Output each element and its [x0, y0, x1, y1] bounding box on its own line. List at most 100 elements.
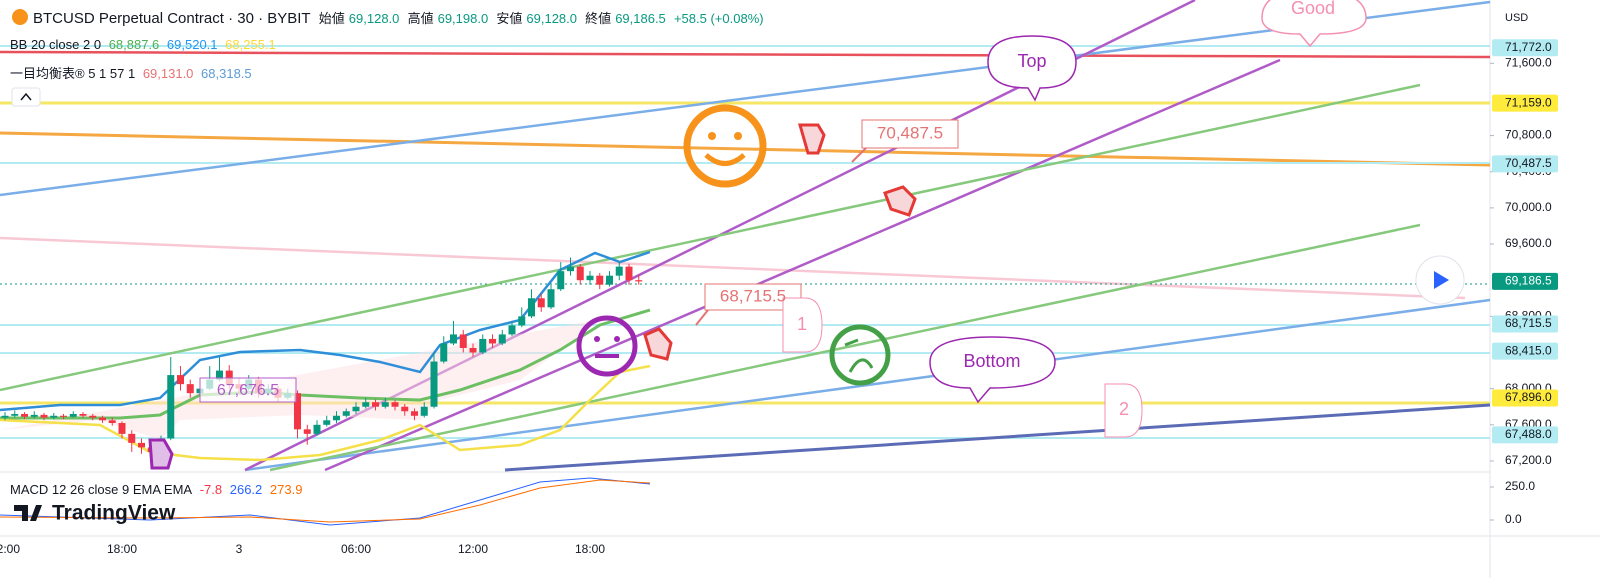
price-note-box: [861, 119, 959, 149]
candle-body: [508, 325, 516, 335]
emojis: [148, 104, 917, 470]
price-label: 71,159.0: [1505, 95, 1552, 109]
price-label: 69,186.5: [1505, 274, 1552, 288]
y-tick-label: 70,000.0: [1505, 200, 1552, 214]
candle-body: [586, 275, 594, 281]
eye: [708, 132, 716, 140]
callouts: [199, 0, 1367, 438]
horizontal-line: [0, 50, 1491, 59]
candle-body: [459, 334, 467, 348]
price-note-box: [199, 377, 297, 403]
candle-body: [167, 375, 175, 439]
candle-body: [528, 298, 535, 317]
confused-face: [829, 324, 891, 386]
indicator-value: 68,255.1: [225, 37, 276, 52]
number-badge: [1104, 383, 1143, 438]
eye: [594, 336, 600, 342]
annotation: Top: [1017, 51, 1046, 71]
face-detail: [844, 338, 874, 373]
candle-body: [381, 402, 389, 407]
indicator-value: 68,887.6: [108, 37, 160, 52]
price-label-bg: [1492, 39, 1558, 57]
candle-body: [498, 334, 506, 344]
candle-body: [420, 406, 428, 416]
candle-body: [547, 289, 555, 308]
eye: [734, 132, 742, 140]
x-tick-label: 12:00: [458, 542, 488, 556]
indicator-value: 266.2: [229, 482, 263, 497]
candle-body: [294, 393, 301, 430]
candle-body: [128, 433, 136, 443]
pointing-hand: [643, 327, 673, 361]
y-tick-label: 250.0: [1505, 479, 1535, 493]
indicator-lines: [0, 250, 651, 526]
candle-body: [372, 402, 379, 407]
candle-body: [79, 413, 87, 416]
price-label-bg: [1492, 155, 1558, 173]
candle-body: [118, 423, 126, 434]
candle-body: [30, 414, 38, 417]
price-label: 67,896.0: [1505, 390, 1552, 404]
annotation: Bottom: [963, 351, 1020, 371]
annotation-texts: Good Top Bottom 70,487.5 68,715.5 67,676…: [217, 0, 1335, 419]
coin-icon: [12, 9, 28, 25]
logo-mark: [14, 505, 42, 521]
candle-body: [469, 347, 477, 353]
candle-body: [313, 424, 321, 434]
ohlc-value: 69,128.0: [348, 11, 400, 26]
price-label-bg: [1492, 94, 1558, 112]
pointing-hand: [883, 185, 917, 217]
ohlc-value: 69,198.0: [437, 11, 489, 26]
currency-label[interactable]: USD: [1505, 12, 1528, 24]
price-label-bg: [1492, 389, 1558, 407]
ohlc-label: 終値: [585, 11, 612, 26]
annotation: 1: [797, 314, 807, 334]
eye: [614, 336, 620, 342]
y-tick-label: 71,600.0: [1505, 55, 1552, 69]
scroll-button[interactable]: [1415, 255, 1465, 305]
candle-body: [186, 384, 194, 394]
trend-line: [0, 131, 1491, 167]
candle-body: [69, 413, 77, 417]
indicator-value: 273.9: [269, 482, 303, 497]
indicator-value: 68,318.5: [201, 66, 252, 81]
price-label: 71,772.0: [1505, 40, 1552, 54]
indicator-value: 69,131.0: [142, 66, 194, 81]
indicator-name: MACD 12 26 close 9 EMA EMA: [10, 482, 193, 497]
ichimoku-legend: 一目均衡表® 5 1 57 1 69,131.0 68,318.5: [10, 63, 256, 82]
candle-body: [50, 415, 58, 418]
chevron: [20, 92, 32, 101]
trend-line: [0, 83, 1421, 392]
candle-body: [342, 411, 350, 416]
candle-body: [440, 343, 448, 362]
macd-legend: MACD 12 26 close 9 EMA EMA -7.8 266.2 27…: [10, 482, 306, 497]
candle-body: [21, 413, 28, 417]
y-tick-label: 70,800.0: [1505, 128, 1552, 142]
bb-upper: [0, 250, 651, 412]
play-icon: [1434, 271, 1449, 289]
price-label-bg: [1492, 426, 1558, 444]
number-badge: [782, 297, 823, 353]
trend-line: [244, 298, 1491, 472]
candle-body: [391, 402, 399, 407]
ohlc-value: 69,128.0: [526, 11, 577, 26]
candle-body: [11, 413, 19, 416]
annotation: Good: [1291, 0, 1335, 18]
collapse-button[interactable]: [11, 87, 41, 107]
happy-face: [683, 104, 767, 188]
candle-body: [615, 266, 623, 276]
candle-body: [489, 338, 496, 344]
symbol: BTCUSD Perpetual Contract · 30 · BYBIT: [33, 10, 311, 27]
x-tick-label: 06:00: [341, 542, 371, 556]
price-label-bg: [1492, 342, 1558, 360]
y-tick-label: 0.0: [1505, 512, 1522, 526]
candle-body: [177, 375, 184, 385]
trend-line: [269, 223, 1421, 472]
indicator-name: BB 20 close 2 0: [10, 37, 102, 52]
candle-body: [333, 415, 340, 421]
bubble: [929, 336, 1056, 404]
x-tick-label: 12:00: [0, 542, 20, 556]
macd-signal: [0, 479, 651, 523]
